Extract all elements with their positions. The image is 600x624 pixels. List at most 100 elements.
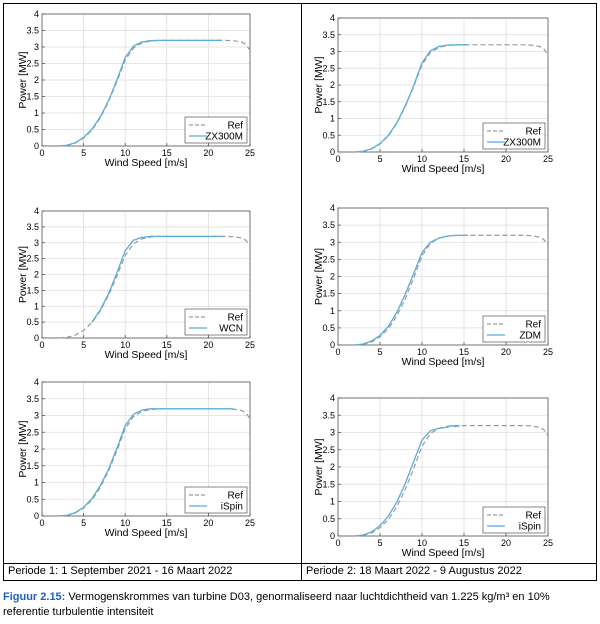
chart-4: 0 5 10 15 20 25 0 0.5 1 1.5 2 2.5 3 3.5 4 Wind Speed [m… bbox=[313, 203, 553, 368]
x-tick-label: 20 bbox=[203, 148, 213, 158]
x-tick-label: 0 bbox=[39, 340, 44, 350]
legend-box bbox=[482, 315, 546, 343]
y-tick-label: 0.5 bbox=[322, 514, 335, 524]
legend-label: Ref bbox=[525, 127, 541, 138]
y-axis-label: Power [MW] bbox=[313, 438, 325, 495]
footer-divider bbox=[4, 563, 596, 564]
y-tick-label: 2.5 bbox=[322, 254, 335, 264]
y-tick-label: 3 bbox=[330, 47, 335, 57]
y-tick-label: 3.5 bbox=[26, 394, 39, 404]
y-tick-label: 3.5 bbox=[322, 30, 335, 40]
figure-table bbox=[3, 3, 597, 581]
period-2-label: Periode 2: 18 Maart 2022 - 9 Augustus 20… bbox=[306, 565, 522, 577]
x-axis-label: Wind Speed [m/s] bbox=[105, 527, 188, 539]
y-tick-label: 0.5 bbox=[322, 323, 335, 333]
x-tick-label: 0 bbox=[39, 148, 44, 158]
x-tick-label: 15 bbox=[459, 154, 469, 164]
series-line-ref bbox=[58, 235, 251, 339]
legend-label: Ref bbox=[227, 121, 243, 132]
y-tick-label: 3 bbox=[330, 428, 335, 438]
legend-label: Ref bbox=[227, 313, 243, 324]
caption-text: Vermogenskrommes van turbine D03, genorm… bbox=[3, 591, 550, 618]
y-tick-label: 1.5 bbox=[322, 479, 335, 489]
y-tick-label: 2 bbox=[330, 272, 335, 282]
x-tick-label: 0 bbox=[335, 347, 340, 357]
y-tick-label: 1.5 bbox=[26, 461, 39, 471]
series-line-ref bbox=[58, 408, 251, 517]
y-tick-label: 1 bbox=[330, 114, 335, 124]
y-tick-label: 2 bbox=[34, 444, 39, 454]
x-tick-label: 5 bbox=[81, 518, 86, 528]
y-tick-label: 4 bbox=[330, 203, 335, 213]
x-tick-label: 20 bbox=[501, 347, 511, 357]
y-tick-label: 0 bbox=[34, 333, 39, 343]
y-tick-label: 0.5 bbox=[26, 494, 39, 504]
column-divider bbox=[301, 4, 302, 580]
chart-1: 0 5 10 15 20 25 0 0.5 1 1.5 2 2.5 3 3.5 4 Wind Speed [m… bbox=[17, 9, 255, 169]
legend-box bbox=[184, 308, 248, 336]
y-tick-label: 0 bbox=[330, 340, 335, 350]
y-tick-label: 3.5 bbox=[322, 410, 335, 420]
x-tick-label: 25 bbox=[245, 518, 255, 528]
y-tick-label: 3 bbox=[330, 237, 335, 247]
y-tick-label: 1 bbox=[330, 497, 335, 507]
series-line-zdm bbox=[354, 234, 469, 346]
y-tick-label: 4 bbox=[34, 206, 39, 216]
series-line-zx300m bbox=[58, 39, 221, 147]
y-axis-label: Power [MW] bbox=[17, 246, 29, 303]
y-tick-label: 1 bbox=[34, 478, 39, 488]
y-tick-label: 0 bbox=[330, 147, 335, 157]
x-tick-label: 15 bbox=[162, 340, 172, 350]
y-tick-label: 3 bbox=[34, 238, 39, 248]
y-tick-label: 0 bbox=[330, 531, 335, 541]
x-tick-label: 0 bbox=[39, 518, 44, 528]
legend-label: ZX300M bbox=[503, 138, 541, 149]
x-axis-label: Wind Speed [m/s] bbox=[105, 349, 188, 361]
x-axis-label: Wind Speed [m/s] bbox=[105, 157, 188, 169]
x-tick-label: 15 bbox=[459, 347, 469, 357]
series-line-zx300m bbox=[354, 44, 469, 153]
x-tick-label: 20 bbox=[203, 340, 213, 350]
y-tick-label: 4 bbox=[330, 393, 335, 403]
y-axis-label: Power [MW] bbox=[313, 248, 325, 305]
y-tick-label: 2 bbox=[34, 270, 39, 280]
legend-label: Ref bbox=[525, 511, 541, 522]
chart-2: 0 5 10 15 20 25 0 0.5 1 1.5 2 2.5 3 3.5 4 Wind Speed [m… bbox=[313, 13, 553, 175]
y-tick-label: 3 bbox=[34, 42, 39, 52]
legend-box bbox=[482, 506, 546, 534]
x-tick-label: 10 bbox=[120, 518, 130, 528]
legend-label: Ref bbox=[525, 320, 541, 331]
legend-label: ZX300M bbox=[205, 132, 243, 143]
y-axis-label: Power [MW] bbox=[17, 420, 29, 477]
y-axis-label: Power [MW] bbox=[17, 51, 29, 108]
y-tick-label: 3.5 bbox=[26, 26, 39, 36]
y-tick-label: 2.5 bbox=[26, 59, 39, 69]
legend-label: iSpin bbox=[519, 522, 541, 533]
x-tick-label: 10 bbox=[120, 148, 130, 158]
x-tick-label: 25 bbox=[543, 347, 553, 357]
y-tick-label: 1.5 bbox=[322, 97, 335, 107]
legend-box bbox=[482, 122, 546, 150]
chart-5: 0 5 10 15 20 25 0 0.5 1 1.5 2 2.5 3 3.5 4 Wind Speed [m… bbox=[17, 377, 255, 539]
x-tick-label: 15 bbox=[162, 518, 172, 528]
x-tick-label: 10 bbox=[417, 154, 427, 164]
period-1-label: Periode 1: 1 September 2021 - 16 Maart 2… bbox=[8, 565, 233, 577]
series-line-ref bbox=[354, 425, 549, 537]
legend-label: iSpin bbox=[221, 502, 243, 513]
legend-box bbox=[184, 116, 248, 144]
x-tick-label: 25 bbox=[543, 538, 553, 548]
y-tick-label: 1 bbox=[330, 306, 335, 316]
legend-box bbox=[184, 486, 248, 514]
legend-label: ZDM bbox=[519, 331, 541, 342]
y-tick-label: 3 bbox=[34, 411, 39, 421]
y-axis-label: Power [MW] bbox=[313, 56, 325, 113]
x-axis-label: Wind Speed [m/s] bbox=[402, 547, 485, 559]
x-tick-label: 5 bbox=[377, 538, 382, 548]
y-tick-label: 0.5 bbox=[26, 125, 39, 135]
y-tick-label: 2 bbox=[330, 462, 335, 472]
y-tick-label: 0 bbox=[34, 511, 39, 521]
